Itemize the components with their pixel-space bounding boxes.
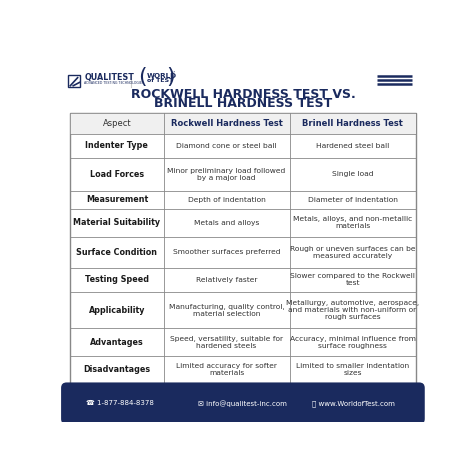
- Text: Limited to smaller indentation
sizes: Limited to smaller indentation sizes: [296, 363, 409, 376]
- FancyBboxPatch shape: [68, 75, 80, 87]
- Bar: [70, 113, 416, 134]
- FancyBboxPatch shape: [61, 383, 425, 424]
- Text: Metallurgy, automotive, aerospace,
and materials with non-uniform or
rough surfa: Metallurgy, automotive, aerospace, and m…: [286, 300, 419, 320]
- Text: Diamond cone or steel ball: Diamond cone or steel ball: [176, 143, 277, 149]
- Text: Minor preliminary load followed
by a major load: Minor preliminary load followed by a maj…: [167, 168, 286, 181]
- Text: 🌐 www.WorldofTest.com: 🌐 www.WorldofTest.com: [312, 400, 394, 407]
- Text: Disadvantages: Disadvantages: [83, 365, 150, 374]
- Text: Material Suitability: Material Suitability: [73, 218, 161, 227]
- Text: ☎ 1-877-884-8378: ☎ 1-877-884-8378: [86, 401, 154, 406]
- Text: (: (: [138, 67, 147, 87]
- Text: Hardened steel ball: Hardened steel ball: [316, 143, 389, 149]
- Text: Metals, alloys, and non-metallic
materials: Metals, alloys, and non-metallic materia…: [293, 216, 412, 229]
- Text: Advantages: Advantages: [90, 337, 144, 346]
- Text: Smoother surfaces preferred: Smoother surfaces preferred: [173, 249, 280, 255]
- Text: Limited accuracy for softer
materials: Limited accuracy for softer materials: [176, 363, 277, 376]
- Text: Indenter Type: Indenter Type: [85, 141, 148, 150]
- Text: BRINELL HARDNESS TEST: BRINELL HARDNESS TEST: [154, 97, 332, 110]
- Text: ): ): [166, 67, 174, 87]
- Text: ’: ’: [172, 70, 174, 76]
- Text: Rough or uneven surfaces can be
measured accurately: Rough or uneven surfaces can be measured…: [290, 246, 415, 259]
- Text: Accuracy, minimal influence from
surface roughness: Accuracy, minimal influence from surface…: [290, 336, 416, 349]
- Text: QUALITEST: QUALITEST: [84, 73, 134, 82]
- Text: Applicability: Applicability: [89, 306, 145, 315]
- Text: Metals and alloys: Metals and alloys: [194, 220, 259, 226]
- Text: ADVANCED TESTING TECHNOLOGIES: ADVANCED TESTING TECHNOLOGIES: [84, 81, 144, 85]
- Text: Depth of indentation: Depth of indentation: [188, 197, 265, 203]
- Text: Single load: Single load: [332, 171, 374, 177]
- Text: Testing Speed: Testing Speed: [85, 275, 149, 284]
- Text: Manufacturing, quality control,
material selection: Manufacturing, quality control, material…: [169, 303, 284, 317]
- Text: Aspect: Aspect: [102, 119, 131, 128]
- Text: Brinell Hardness Test: Brinell Hardness Test: [302, 119, 403, 128]
- Text: of TEST: of TEST: [146, 78, 173, 83]
- Text: Diameter of indentation: Diameter of indentation: [308, 197, 398, 203]
- Text: WORLD: WORLD: [146, 73, 177, 79]
- Text: Speed, versatility, suitable for
hardened steels: Speed, versatility, suitable for hardene…: [170, 336, 283, 349]
- Text: ✉ info@qualitest-inc.com: ✉ info@qualitest-inc.com: [199, 400, 287, 407]
- Bar: [70, 113, 416, 383]
- Text: Rockwell Hardness Test: Rockwell Hardness Test: [171, 119, 283, 128]
- Text: Load Forces: Load Forces: [90, 170, 144, 179]
- Text: ROCKWELL HARDNESS TEST VS.: ROCKWELL HARDNESS TEST VS.: [130, 88, 356, 100]
- Text: Relatively faster: Relatively faster: [196, 277, 257, 283]
- Text: Surface Condition: Surface Condition: [76, 248, 157, 256]
- Text: Slower compared to the Rockwell
test: Slower compared to the Rockwell test: [290, 273, 415, 286]
- Text: Measurement: Measurement: [86, 195, 148, 204]
